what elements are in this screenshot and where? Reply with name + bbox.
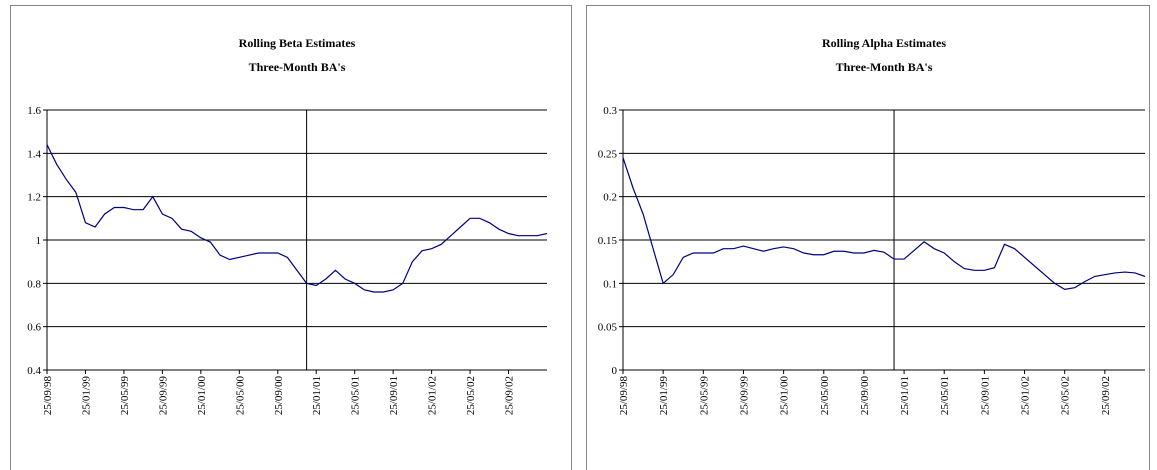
y-tick-label: 0.25 <box>598 148 618 160</box>
chart-frame <box>10 5 572 470</box>
data-line <box>46 144 548 293</box>
x-tick-label: 25/01/00 <box>779 376 791 416</box>
y-tick-label: 0.15 <box>598 235 618 247</box>
chart-subtitle: Three-Month BA's <box>836 60 933 74</box>
y-tick-label: 0 <box>612 365 618 377</box>
x-tick-label: 25/01/01 <box>899 376 911 415</box>
x-tick-label: 25/05/99 <box>119 376 131 416</box>
x-tick-label: 25/09/00 <box>859 376 871 416</box>
x-tick-label: 25/09/02 <box>504 376 516 415</box>
y-tick-label: 1.4 <box>27 148 41 160</box>
x-tick-label: 25/05/02 <box>1060 376 1072 415</box>
y-tick-label: 1.6 <box>27 105 41 117</box>
y-tick-label: 0.2 <box>603 192 617 204</box>
x-tick-label: 25/09/02 <box>1100 376 1112 415</box>
chart-title: Rolling Alpha Estimates <box>822 36 946 50</box>
x-tick-label: 25/01/00 <box>196 376 208 416</box>
y-tick-label: 1 <box>36 235 42 247</box>
chart-frame <box>586 5 1150 470</box>
x-tick-label: 25/05/01 <box>939 376 951 415</box>
x-tick-label: 25/01/02 <box>427 376 439 415</box>
x-tick-label: 25/01/99 <box>80 376 92 416</box>
x-tick-label: 25/09/01 <box>979 376 991 415</box>
x-tick-label: 25/09/99 <box>738 376 750 416</box>
y-tick-label: 0.3 <box>603 105 617 117</box>
data-line <box>622 157 1146 291</box>
y-tick-label: 0.8 <box>27 278 41 290</box>
x-tick-label: 25/09/99 <box>157 376 169 416</box>
x-tick-label: 25/01/02 <box>1020 376 1032 415</box>
x-tick-label: 25/05/00 <box>819 376 831 416</box>
x-tick-label: 25/01/01 <box>311 376 323 415</box>
y-tick-label: 0.6 <box>27 322 41 334</box>
x-tick-label: 25/05/02 <box>465 376 477 415</box>
x-tick-label: 25/09/00 <box>273 376 285 416</box>
x-tick-label: 25/05/01 <box>350 376 362 415</box>
x-tick-label: 25/05/00 <box>234 376 246 416</box>
x-tick-label: 25/09/98 <box>42 376 54 416</box>
chart-title: Rolling Beta Estimates <box>239 36 356 50</box>
x-tick-label: 25/09/98 <box>618 376 630 416</box>
chart-subtitle: Three-Month BA's <box>249 60 346 74</box>
x-tick-label: 25/01/99 <box>658 376 670 416</box>
x-tick-label: 25/09/01 <box>388 376 400 415</box>
y-tick-label: 1.2 <box>27 192 41 204</box>
y-tick-label: 0.1 <box>603 278 617 290</box>
x-tick-label: 25/05/99 <box>698 376 710 416</box>
y-tick-label: 0.4 <box>27 365 41 377</box>
y-tick-label: 0.05 <box>598 322 618 334</box>
